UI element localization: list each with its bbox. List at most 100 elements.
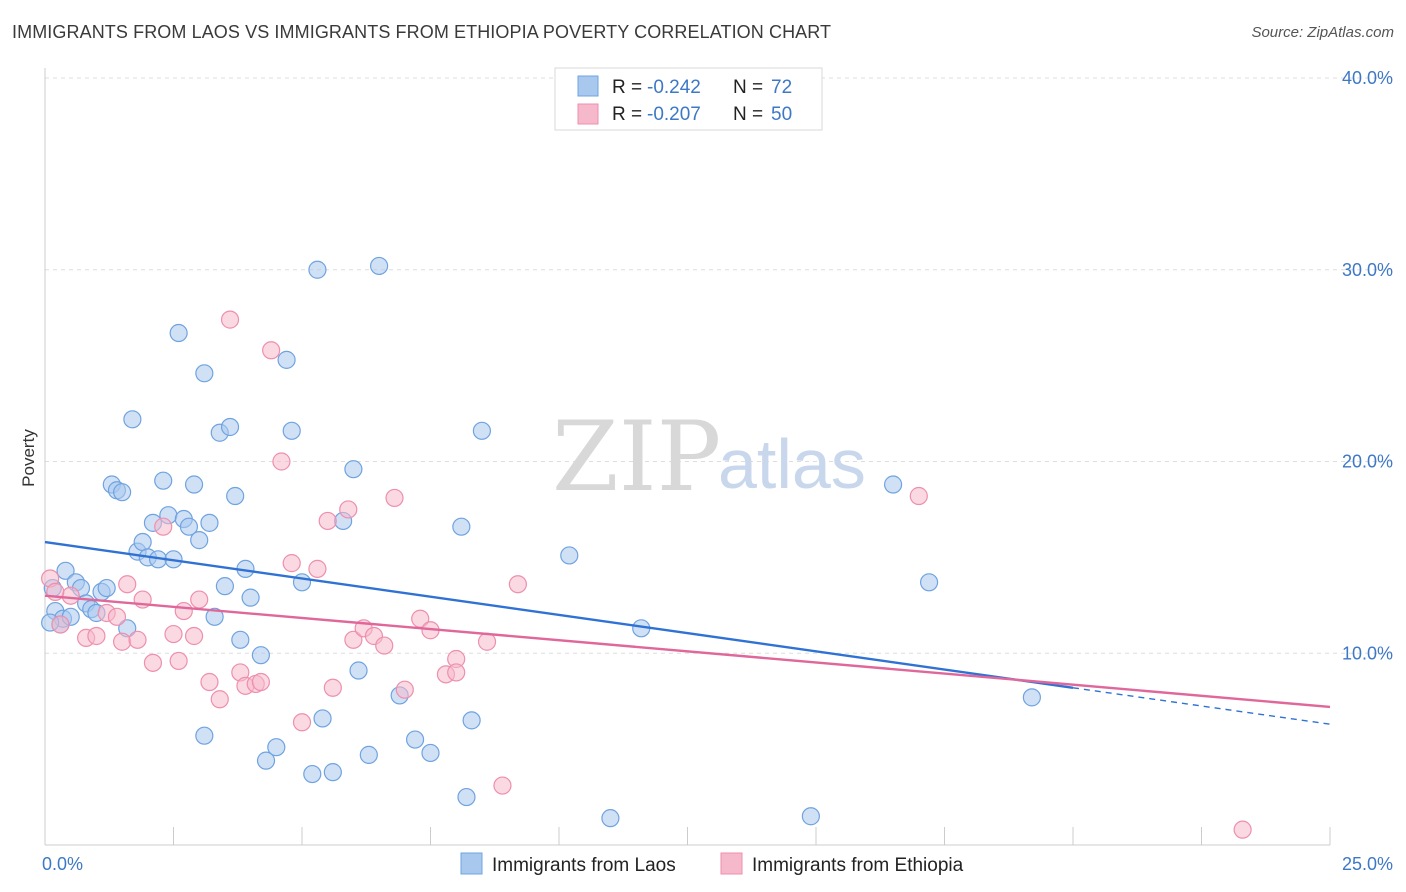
- y-tick-label-1: 20.0%: [1342, 452, 1393, 472]
- point-0-55: [370, 256, 389, 276]
- bottom-legend-swatch-ethiopia: [720, 852, 743, 875]
- trend-line-0: [44, 540, 1074, 689]
- point-0-37: [226, 486, 245, 506]
- point-0-15: [112, 483, 132, 502]
- point-0-70: [195, 726, 214, 745]
- point-0-58: [421, 743, 440, 763]
- point-1-7: [112, 632, 132, 651]
- trend-line-ext-0: [1072, 687, 1331, 725]
- point-0-29: [184, 475, 204, 494]
- point-1-16: [184, 626, 204, 646]
- y-tick-label-0: 10.0%: [1342, 643, 1393, 663]
- point-1-9: [128, 630, 147, 649]
- point-0-12: [97, 578, 116, 598]
- trend-line-1: [44, 594, 1331, 709]
- axes: [44, 68, 1331, 846]
- point-1-14: [169, 651, 188, 671]
- bottom-legend-label-laos: Immigrants from Laos: [492, 855, 676, 876]
- point-1-12: [154, 517, 173, 536]
- point-0-35: [215, 577, 234, 596]
- point-1-20: [220, 310, 240, 329]
- point-1-26: [272, 452, 291, 471]
- point-0-52: [344, 460, 363, 479]
- watermark-atlas: atlas: [718, 425, 866, 503]
- data-points: [41, 256, 1252, 839]
- point-0-54: [359, 745, 378, 764]
- point-1-4: [87, 626, 106, 646]
- legend-n-value-laos: 72: [771, 77, 792, 98]
- point-1-44: [477, 632, 497, 651]
- point-1-25: [262, 341, 281, 360]
- point-0-68: [919, 573, 939, 592]
- y-tick-label-3: 40.0%: [1342, 68, 1393, 88]
- point-0-45: [282, 421, 301, 440]
- chart-title: IMMIGRANTS FROM LAOS VS IMMIGRANTS FROM …: [12, 22, 832, 42]
- point-0-40: [241, 588, 260, 607]
- point-0-32: [200, 513, 219, 532]
- legend-swatch-ethiopia: [577, 103, 599, 125]
- point-1-30: [318, 511, 337, 531]
- legend-n-label-laos: N =: [733, 77, 763, 98]
- point-1-11: [143, 653, 163, 672]
- point-0-49: [313, 709, 332, 728]
- point-0-67: [883, 475, 903, 494]
- y-axis-label: Poverty: [19, 429, 38, 487]
- point-0-59: [452, 517, 471, 536]
- point-0-28: [179, 517, 199, 536]
- point-1-17: [190, 590, 209, 609]
- point-1-46: [508, 575, 527, 594]
- point-0-48: [308, 260, 327, 279]
- point-0-19: [133, 532, 152, 552]
- point-1-27: [282, 554, 301, 573]
- point-1-47: [909, 486, 928, 506]
- trend-lines: [44, 540, 1331, 725]
- point-0-64: [601, 809, 620, 828]
- point-0-66: [801, 807, 820, 826]
- legend-n-label-ethiopia: N =: [733, 104, 763, 125]
- x-tick-label-1: 25.0%: [1342, 854, 1393, 874]
- legend-n-value-ethiopia: 50: [771, 104, 792, 125]
- point-1-24: [251, 672, 270, 692]
- point-0-61: [472, 421, 491, 440]
- point-1-36: [375, 636, 394, 655]
- legend-swatch-laos: [577, 75, 599, 97]
- point-1-19: [210, 690, 229, 709]
- point-0-57: [405, 730, 425, 749]
- x-tick-label-0: 0.0%: [42, 854, 83, 874]
- point-1-1: [51, 615, 70, 634]
- legend-r-value-laos: -0.242: [647, 77, 701, 98]
- point-0-33: [205, 607, 224, 626]
- y-tick-labels: 10.0% 20.0% 30.0% 40.0%: [1342, 68, 1393, 663]
- point-0-26: [169, 323, 188, 343]
- point-0-62: [457, 787, 476, 807]
- point-1-38: [395, 680, 414, 699]
- point-1-43: [447, 663, 466, 682]
- point-0-43: [267, 738, 286, 757]
- legend-r-label-ethiopia: R =: [612, 104, 642, 125]
- legend: R = -0.242 N = 72 R = -0.207 N = 50: [554, 67, 823, 131]
- point-1-32: [339, 500, 358, 519]
- point-0-60: [462, 711, 481, 730]
- point-0-69: [1022, 688, 1041, 707]
- legend-box: [554, 67, 823, 131]
- point-0-63: [560, 546, 579, 565]
- point-0-44: [277, 350, 296, 369]
- x-tick-labels: 0.0% 25.0%: [42, 854, 1393, 874]
- watermark-zip: ZIP: [552, 401, 721, 513]
- point-1-29: [308, 559, 327, 578]
- point-0-17: [123, 410, 142, 429]
- point-0-4: [56, 561, 75, 580]
- point-0-47: [303, 764, 322, 784]
- point-1-45: [493, 776, 512, 795]
- point-1-31: [323, 678, 342, 697]
- point-0-41: [251, 646, 270, 665]
- point-0-42: [256, 751, 276, 770]
- bottom-legend-swatch-laos: [460, 852, 483, 875]
- point-0-46: [292, 573, 312, 592]
- bottom-legend-label-ethiopia: Immigrants from Ethiopia: [752, 855, 964, 876]
- point-1-18: [200, 672, 219, 692]
- point-0-36: [220, 417, 240, 437]
- point-0-31: [195, 364, 214, 383]
- point-0-38: [231, 630, 250, 649]
